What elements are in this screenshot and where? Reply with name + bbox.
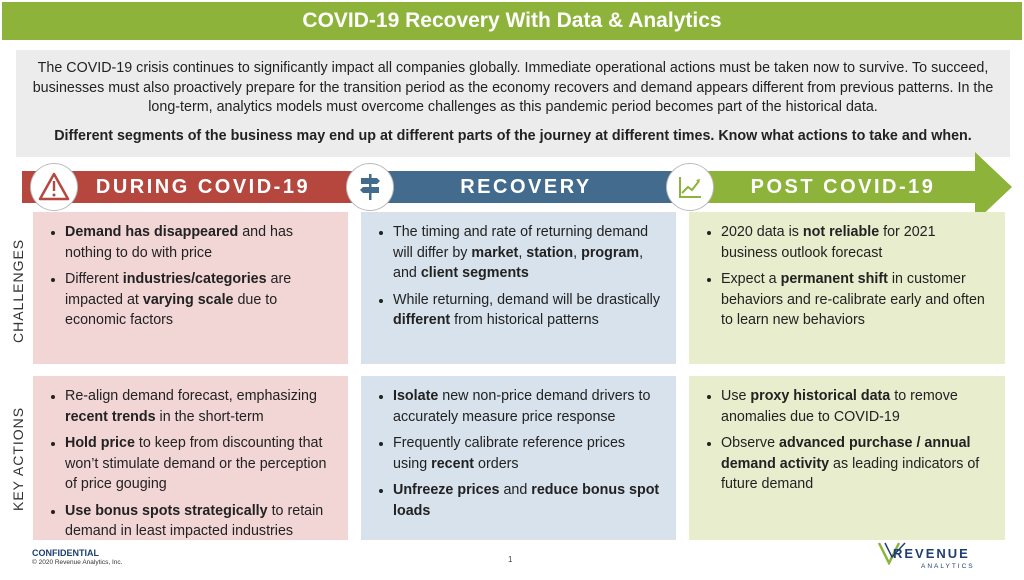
bullet-bold-text: Use bonus spots strategically xyxy=(65,502,268,519)
bullet-list: The timing and rate of returning demand … xyxy=(373,222,662,331)
bullet-bold-text: station xyxy=(526,244,574,261)
bullet-item: Demand has disappeared and has nothing t… xyxy=(65,222,334,263)
logo-subtitle: ANALYTICS xyxy=(921,563,975,570)
bullet-text: and has nothing to do with price xyxy=(65,224,294,261)
phase-during-label: DURING COVID-19 xyxy=(95,176,311,198)
bullet-bold-text: advanced purchase / annual demand activi… xyxy=(721,435,971,472)
bullet-item: While returning, demand will be drastica… xyxy=(393,290,662,331)
bullet-bold-text: market xyxy=(471,244,519,261)
key-actions-row-label: KEY ACTIONS xyxy=(10,406,26,512)
bullet-text: to remove anomalies due to COVID-19 xyxy=(721,388,958,425)
bullet-list: Use proxy historical data to remove anom… xyxy=(701,386,991,495)
bullet-text: due to economic factors xyxy=(65,291,278,329)
key-actions-post-card: Use proxy historical data to remove anom… xyxy=(689,376,1005,540)
phase-recovery-label: RECOVERY xyxy=(460,176,592,198)
bullet-text: 2020 data is xyxy=(721,224,803,240)
bullet-item: Isolate new non-price demand drivers to … xyxy=(393,386,662,427)
bullet-bold-text: not reliable xyxy=(802,224,880,240)
bullet-bold-text: varying scale xyxy=(142,291,234,308)
bullet-item: Frequently calibrate reference prices us… xyxy=(393,433,662,474)
bullet-text: , xyxy=(573,244,582,261)
bullet-text: Use xyxy=(721,388,751,404)
bullet-bold-text: Isolate xyxy=(393,388,439,404)
phase-during-icon-circle xyxy=(31,164,77,210)
signpost-icon xyxy=(360,174,380,200)
bullet-item: Use bonus spots strategically to retain … xyxy=(65,501,334,542)
bullet-text: and xyxy=(499,482,532,498)
bullet-list: Demand has disappeared and has nothing t… xyxy=(45,222,334,331)
bullet-bold-text: Demand has disappeared xyxy=(65,224,239,240)
phase-during-segment xyxy=(22,171,372,203)
bullet-item: Expect a permanent shift in customer beh… xyxy=(721,269,991,331)
bullet-text: in customer behaviors and re-calibrate e… xyxy=(721,271,985,328)
bullet-item: Use proxy historical data to remove anom… xyxy=(721,386,991,427)
bullet-text: as leading indicators of future demand xyxy=(721,455,980,493)
bullet-text: in the short-term xyxy=(155,408,264,425)
page-number: 1 xyxy=(508,555,513,564)
bullet-bold-text: client segments xyxy=(420,265,529,281)
bullet-list: 2020 data is not reliable for 2021 busin… xyxy=(701,222,991,331)
challenges-row-label: CHALLENGES xyxy=(10,238,26,343)
warning-icon xyxy=(38,172,70,201)
phase-recovery-icon-circle xyxy=(347,164,393,210)
logo-wordmark: REVENUE xyxy=(893,546,970,561)
bullet-text: Expect a xyxy=(721,271,781,287)
revenue-analytics-logo-icon xyxy=(877,542,906,565)
bullet-text: new non-price demand drivers to accurate… xyxy=(393,388,651,425)
phase-banner xyxy=(22,152,1012,222)
bullet-item: Hold price to keep from discounting that… xyxy=(65,433,334,495)
bullet-text: Frequently calibrate reference prices us… xyxy=(393,435,626,472)
bullet-bold-text: Unfreeze prices xyxy=(393,482,500,498)
slide-title: COVID-19 Recovery With Data & Analytics xyxy=(2,2,1022,40)
bullet-bold-text: recent trends xyxy=(65,408,156,425)
bullet-item: Observe advanced purchase / annual deman… xyxy=(721,433,991,495)
growth-chart-icon xyxy=(679,177,701,198)
bullet-text: Observe xyxy=(721,435,780,451)
phase-post-segment xyxy=(678,152,1012,222)
bullet-bold-text: permanent shift xyxy=(780,271,888,287)
bullet-bold-text: program xyxy=(581,244,640,261)
bullet-bold-text: recent xyxy=(431,455,475,472)
intro-paragraph: The COVID-19 crisis continues to signifi… xyxy=(32,60,994,115)
bullet-text: to retain demand in least impacted indus… xyxy=(65,502,324,540)
bullet-item: Unfreeze prices and reduce bonus spot lo… xyxy=(393,480,662,521)
bullet-list: Isolate new non-price demand drivers to … xyxy=(373,386,662,521)
phase-recovery-segment xyxy=(350,171,700,203)
bullet-text: orders xyxy=(474,455,519,472)
bullet-text: from historical patterns xyxy=(450,312,599,328)
bullet-text: , xyxy=(518,244,527,261)
key-actions-during-card: Re-align demand forecast, emphasizing re… xyxy=(33,376,348,540)
bullet-bold-text: different xyxy=(393,312,451,328)
bullet-text: While returning, demand will be drastica… xyxy=(393,291,660,308)
challenges-during-card: Demand has disappeared and has nothing t… xyxy=(33,212,348,364)
key-actions-recovery-card: Isolate new non-price demand drivers to … xyxy=(361,376,676,540)
bullet-item: Re-align demand forecast, emphasizing re… xyxy=(65,386,334,427)
copyright-text: © 2020 Revenue Analytics, Inc. xyxy=(32,559,123,566)
bullet-bold-text: Hold price xyxy=(65,435,135,451)
bullet-text: The timing and rate of returning demand … xyxy=(393,224,649,261)
bullet-text: for 2021 business outlook forecast xyxy=(721,224,936,261)
phase-post-icon-circle xyxy=(667,164,713,210)
bullet-text: Re-align demand forecast, emphasizing xyxy=(65,388,317,404)
confidential-label: CONFIDENTIAL xyxy=(32,548,99,558)
challenges-recovery-card: The timing and rate of returning demand … xyxy=(361,212,676,364)
bullet-text: , and xyxy=(393,244,644,282)
bullet-text: to keep from discounting that won’t stim… xyxy=(65,435,327,492)
bullet-item: Different industries/categories are impa… xyxy=(65,269,334,331)
bullet-item: 2020 data is not reliable for 2021 busin… xyxy=(721,222,991,263)
bullet-bold-text: proxy historical data xyxy=(750,388,891,404)
intro-box: The COVID-19 crisis continues to signifi… xyxy=(16,50,1010,157)
bullet-bold-text: reduce bonus spot loads xyxy=(393,482,660,519)
bullet-bold-text: industries/categories xyxy=(122,271,267,287)
intro-emphasis: Different segments of the business may e… xyxy=(54,128,972,144)
bullet-text: are impacted at xyxy=(65,271,292,308)
bullet-list: Re-align demand forecast, emphasizing re… xyxy=(45,386,334,542)
phase-post-label: POST COVID-19 xyxy=(750,176,936,198)
bullet-item: The timing and rate of returning demand … xyxy=(393,222,662,284)
challenges-post-card: 2020 data is not reliable for 2021 busin… xyxy=(689,212,1005,364)
bullet-text: Different xyxy=(65,271,123,287)
